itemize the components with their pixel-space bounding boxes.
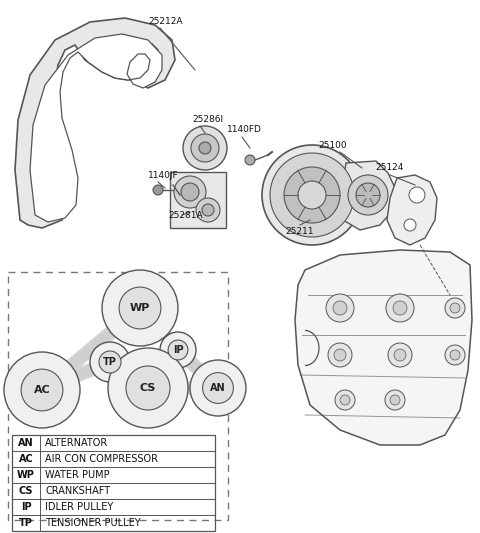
Text: WATER PUMP: WATER PUMP (45, 470, 109, 480)
Text: 25281A: 25281A (168, 211, 203, 220)
Polygon shape (15, 18, 175, 228)
Circle shape (262, 145, 362, 245)
Circle shape (199, 142, 211, 154)
Bar (12, 435, 215, 531)
Circle shape (21, 369, 63, 411)
Text: WP: WP (17, 470, 35, 480)
Circle shape (298, 181, 326, 209)
Text: AN: AN (18, 438, 34, 448)
Polygon shape (170, 172, 226, 228)
Circle shape (160, 332, 196, 368)
Circle shape (409, 187, 425, 203)
Text: 1140JF: 1140JF (148, 171, 179, 180)
Circle shape (445, 345, 465, 365)
Circle shape (450, 303, 460, 313)
Text: TENSIONER PULLEY: TENSIONER PULLEY (45, 518, 141, 528)
Circle shape (183, 126, 227, 170)
Text: 25212A: 25212A (148, 18, 182, 27)
Text: CRANKSHAFT: CRANKSHAFT (45, 486, 110, 496)
Polygon shape (340, 161, 396, 230)
Circle shape (126, 366, 170, 410)
Circle shape (153, 185, 163, 195)
Polygon shape (387, 175, 437, 245)
Circle shape (334, 349, 346, 361)
Circle shape (190, 360, 246, 416)
Text: 25211: 25211 (285, 228, 313, 237)
Text: IDLER PULLEY: IDLER PULLEY (45, 502, 113, 512)
Text: AN: AN (210, 383, 226, 393)
Circle shape (245, 155, 255, 165)
Circle shape (394, 349, 406, 361)
Circle shape (326, 294, 354, 322)
Circle shape (99, 351, 121, 373)
Text: 25124: 25124 (375, 164, 403, 173)
Text: CS: CS (140, 383, 156, 393)
Text: AC: AC (19, 454, 34, 464)
Circle shape (4, 352, 80, 428)
Text: AC: AC (34, 385, 50, 395)
Circle shape (202, 204, 214, 216)
Circle shape (340, 395, 350, 405)
Circle shape (450, 350, 460, 360)
Polygon shape (30, 34, 162, 222)
Circle shape (174, 176, 206, 208)
Circle shape (119, 287, 161, 329)
Circle shape (108, 348, 188, 428)
Circle shape (102, 270, 178, 346)
Circle shape (270, 153, 354, 237)
Text: WP: WP (130, 303, 150, 313)
Circle shape (168, 340, 188, 360)
Circle shape (385, 390, 405, 410)
Circle shape (203, 373, 233, 403)
Circle shape (328, 343, 352, 367)
Circle shape (388, 343, 412, 367)
Text: 1140FD: 1140FD (227, 125, 262, 134)
Polygon shape (295, 250, 472, 445)
Circle shape (191, 134, 219, 162)
Text: TP: TP (19, 518, 33, 528)
Text: 25100: 25100 (318, 141, 347, 149)
Circle shape (348, 175, 388, 215)
Bar (8, 272, 228, 520)
Circle shape (404, 219, 416, 231)
Circle shape (356, 183, 380, 207)
Circle shape (181, 183, 199, 201)
Circle shape (390, 395, 400, 405)
Circle shape (393, 301, 407, 315)
Text: AIR CON COMPRESSOR: AIR CON COMPRESSOR (45, 454, 158, 464)
Circle shape (333, 301, 347, 315)
Text: CS: CS (19, 486, 33, 496)
Circle shape (90, 342, 130, 382)
Text: 25286I: 25286I (192, 116, 223, 125)
Text: ALTERNATOR: ALTERNATOR (45, 438, 108, 448)
Circle shape (386, 294, 414, 322)
Circle shape (284, 167, 340, 223)
Circle shape (335, 390, 355, 410)
Circle shape (196, 198, 220, 222)
Text: IP: IP (173, 345, 183, 355)
Circle shape (445, 298, 465, 318)
Text: IP: IP (21, 502, 31, 512)
Text: TP: TP (103, 357, 117, 367)
